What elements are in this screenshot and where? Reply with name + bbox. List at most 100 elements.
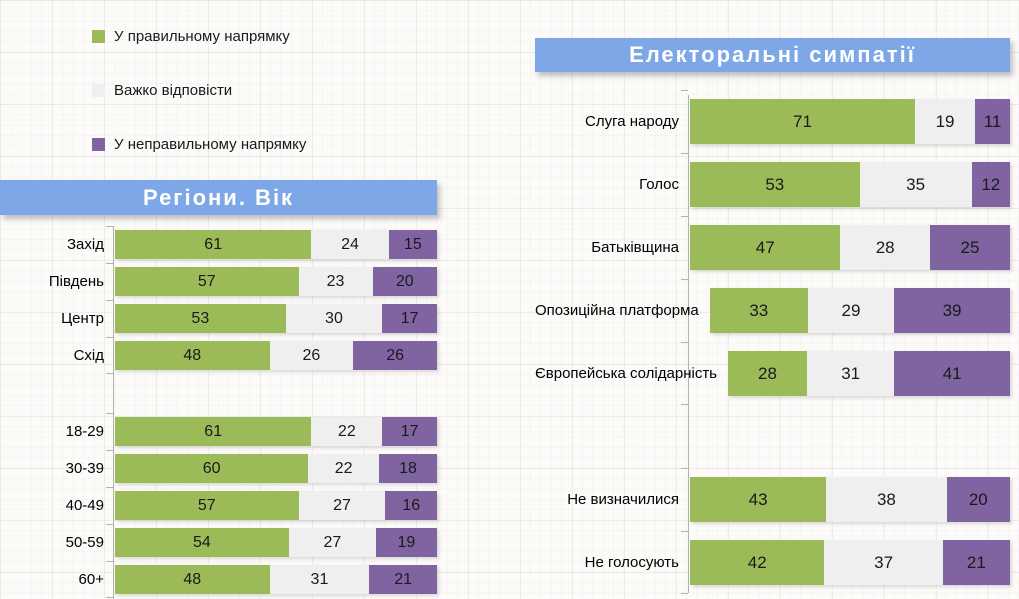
bar-segment-positive: 57: [115, 267, 299, 296]
bar-track: 47 28 25: [690, 225, 1010, 270]
bar-segment-neutral: 28: [840, 225, 930, 270]
bar-segment-positive: 54: [115, 528, 289, 557]
bar-segment-positive: 61: [115, 230, 312, 259]
legend-swatch-neutral: [92, 84, 105, 97]
bar-value: 35: [906, 174, 926, 194]
bar-value: 27: [333, 496, 351, 514]
bar-value: 24: [341, 235, 359, 253]
bar-segment-positive: 48: [115, 565, 270, 594]
bar-segment-neutral: 31: [806, 351, 895, 396]
bar-chart-electoral-sympathies: Слуга народу 71 19 11 Голос 53 35 12 Батьківщина…: [535, 90, 1010, 594]
bar-segment-positive: 61: [115, 417, 312, 446]
bar-segment-positive: 47: [690, 225, 841, 270]
bar-row: Схід 48 26 26: [0, 337, 437, 374]
bar-row: Європейська солідарність 28 31 41: [535, 342, 1010, 405]
bar-segment-negative: 26: [353, 341, 437, 370]
bar-track: 43 38 20: [690, 477, 1010, 522]
bar-segment-negative: 16: [385, 491, 437, 520]
bar-value: 31: [841, 363, 861, 383]
bar-segment-positive: 33: [709, 288, 808, 333]
bar-value: 53: [765, 174, 785, 194]
bar-value: 37: [874, 552, 894, 572]
bar-row: Захід 61 24 15: [0, 226, 437, 259]
bar-segment-negative: 19: [375, 528, 437, 557]
category-axis: [113, 226, 114, 599]
bar-segment-neutral: 23: [298, 267, 373, 296]
bar-segment-positive: 57: [115, 491, 299, 520]
bar-segment-positive: 60: [115, 454, 309, 483]
bar-track: 33 29 39: [709, 288, 1010, 333]
bar-segment-negative: 18: [379, 454, 437, 483]
bar-segment-positive: 42: [690, 540, 825, 585]
bar-segment-negative: 20: [946, 477, 1010, 522]
bar-track: 48 26 26: [115, 341, 437, 370]
bar-value: 21: [966, 552, 986, 572]
legend-label-neutral: Важко відповісти: [114, 82, 233, 99]
bar-track: 48 31 21: [115, 565, 437, 594]
bar-segment-negative: 17: [382, 304, 437, 333]
bar-segment-neutral: 22: [308, 454, 380, 483]
bar-value: 31: [310, 570, 329, 588]
panel-regions-age: Регіони. Вік Захід 61 24 15 Південь 57 23 20 Цен…: [0, 180, 437, 599]
category-label: Батьківщина: [591, 239, 679, 256]
bar-value: 61: [204, 422, 223, 440]
legend-label-negative: У неправильному напрямку: [114, 136, 307, 153]
category-label: 60+: [78, 571, 104, 588]
category-label: Не голосують: [584, 554, 679, 571]
bar-value: 48: [183, 346, 202, 364]
section-spacer: [535, 414, 1010, 477]
category-label: Південь: [48, 273, 104, 290]
bar-segment-positive: 71: [690, 99, 915, 144]
bar-segment-negative: 21: [942, 540, 1010, 585]
category-label: Голос: [639, 176, 679, 193]
legend-item-negative: У неправильному напрямку: [92, 136, 306, 153]
bar-row: 30-39 60 22 18: [0, 450, 437, 483]
bar-track: 57 23 20: [115, 267, 437, 296]
category-label: Центр: [61, 310, 104, 327]
bar-track: 71 19 11: [690, 99, 1010, 144]
bar-value: 57: [197, 272, 216, 290]
bar-segment-positive: 28: [728, 351, 807, 396]
bar-value: 61: [204, 235, 223, 253]
bar-value: 25: [960, 237, 980, 257]
category-label: Захід: [67, 236, 104, 253]
bar-value: 22: [337, 422, 356, 440]
bar-value: 18: [399, 459, 417, 477]
bar-row: 40-49 57 27 16: [0, 487, 437, 520]
bar-segment-negative: 20: [372, 267, 437, 296]
bar-row: Голос 53 35 12: [535, 153, 1010, 207]
legend-swatch-negative: [92, 138, 105, 151]
bar-value: 41: [942, 363, 962, 383]
bar-row: Опозиційна платформа 33 29 39: [535, 279, 1010, 333]
bar-segment-neutral: 29: [807, 288, 895, 333]
bar-segment-negative: 11: [975, 99, 1010, 144]
chart-title: Електоральні симпатії: [629, 42, 916, 67]
bar-value: 48: [183, 570, 202, 588]
bar-value: 28: [758, 363, 777, 383]
bar-segment-positive: 48: [115, 341, 270, 370]
bar-value: 21: [394, 570, 413, 588]
legend: У правильному напрямку Важко відповісти …: [92, 28, 306, 190]
bar-track: 54 27 19: [115, 528, 437, 557]
bar-segment-positive: 53: [115, 304, 286, 333]
category-label: Схід: [73, 347, 104, 364]
bar-row: Слуга народу 71 19 11: [535, 90, 1010, 144]
bar-value: 47: [755, 237, 775, 257]
bar-track: 42 37 21: [690, 540, 1010, 585]
bar-value: 15: [403, 235, 422, 253]
bar-segment-neutral: 31: [269, 565, 370, 594]
bar-value: 17: [400, 422, 419, 440]
bar-value: 39: [942, 300, 962, 320]
bar-segment-neutral: 24: [311, 230, 389, 259]
bar-row: 60+ 48 31 21: [0, 561, 437, 598]
category-label: Не визначилися: [567, 491, 679, 508]
bar-track: 61 22 17: [115, 417, 437, 446]
bar-segment-neutral: 35: [859, 162, 972, 207]
bar-segment-negative: 25: [929, 225, 1010, 270]
bar-value: 29: [841, 300, 861, 320]
bar-row: Не голосують 42 37 21: [535, 531, 1010, 594]
chart-title: Регіони. Вік: [142, 185, 295, 210]
category-axis: [688, 95, 689, 593]
bar-row: 50-59 54 27 19: [0, 524, 437, 557]
